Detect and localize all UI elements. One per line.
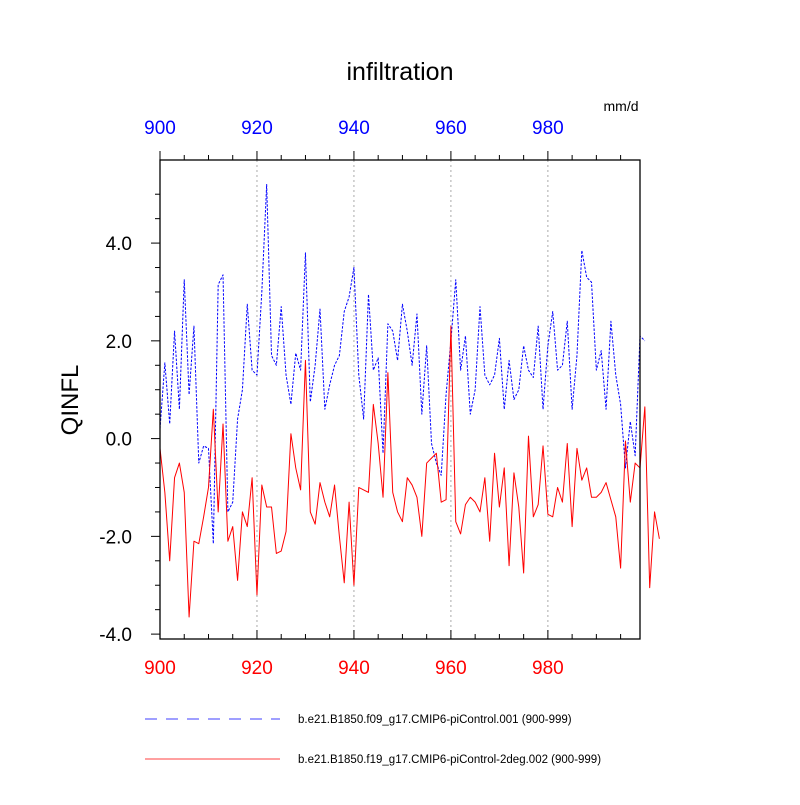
x-tick-label-top: 960 bbox=[435, 118, 467, 139]
legend: b.e21.B1850.f09_g17.CMIP6-piControl.001 … bbox=[145, 714, 601, 766]
y-tick-label: 2.0 bbox=[106, 332, 132, 353]
plot-frame bbox=[159, 159, 641, 640]
x-tick-label-top: 940 bbox=[338, 118, 370, 139]
y-tick-label: 4.0 bbox=[106, 234, 132, 255]
axis-ticks bbox=[151, 151, 622, 639]
x-tick-label-bottom: 920 bbox=[241, 658, 273, 679]
tick-labels: 900 900 920 920 940 940 960 960 980 980 -4.0 -2.0 0.… bbox=[99, 118, 563, 679]
y-tick-label: -4.0 bbox=[99, 625, 132, 646]
y-tick-label: -2.0 bbox=[99, 527, 132, 548]
series-line-1 bbox=[159, 183, 646, 545]
y-tick-label: 0.0 bbox=[106, 430, 132, 451]
chart-title: infiltration bbox=[347, 58, 454, 86]
legend-label-series-1: b.e21.B1850.f09_g17.CMIP6-piControl.001 … bbox=[298, 714, 572, 726]
x-tick-label-top: 900 bbox=[144, 118, 176, 139]
x-tick-label-top: 920 bbox=[241, 118, 273, 139]
x-tick-label-bottom: 940 bbox=[338, 658, 370, 679]
x-tick-label-bottom: 980 bbox=[532, 658, 564, 679]
units-label: mm/d bbox=[604, 98, 639, 114]
grid-lines bbox=[256, 160, 549, 639]
x-tick-label-bottom: 960 bbox=[435, 658, 467, 679]
x-tick-label-top: 980 bbox=[532, 118, 564, 139]
legend-label-series-2: b.e21.B1850.f19_g17.CMIP6-piControl-2deg… bbox=[298, 754, 601, 766]
series-lines bbox=[159, 183, 660, 618]
series-line-2 bbox=[159, 325, 660, 618]
y-axis-label: QINFL bbox=[57, 365, 84, 436]
x-tick-label-bottom: 900 bbox=[144, 658, 176, 679]
